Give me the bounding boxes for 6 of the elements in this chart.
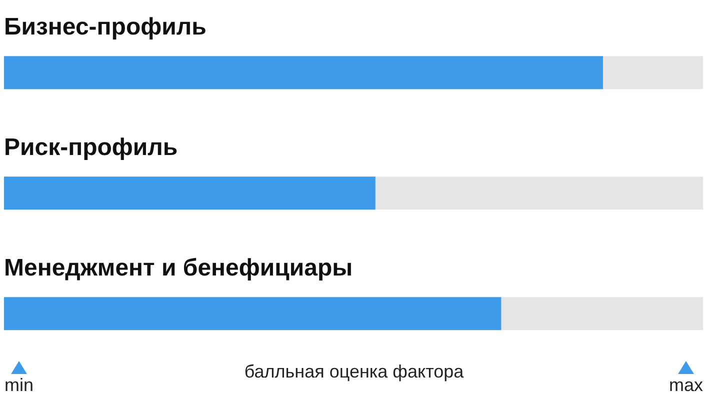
y-tick-label: Риск-профиль [4, 134, 178, 162]
text: max [669, 375, 704, 396]
y-tick-label: Менеджмент и бенефициары [4, 254, 353, 282]
y-tick-label: Бизнес-профиль [4, 14, 206, 41]
x-axis-title: балльная оценка фактора [244, 362, 465, 382]
text: min [4, 375, 34, 396]
